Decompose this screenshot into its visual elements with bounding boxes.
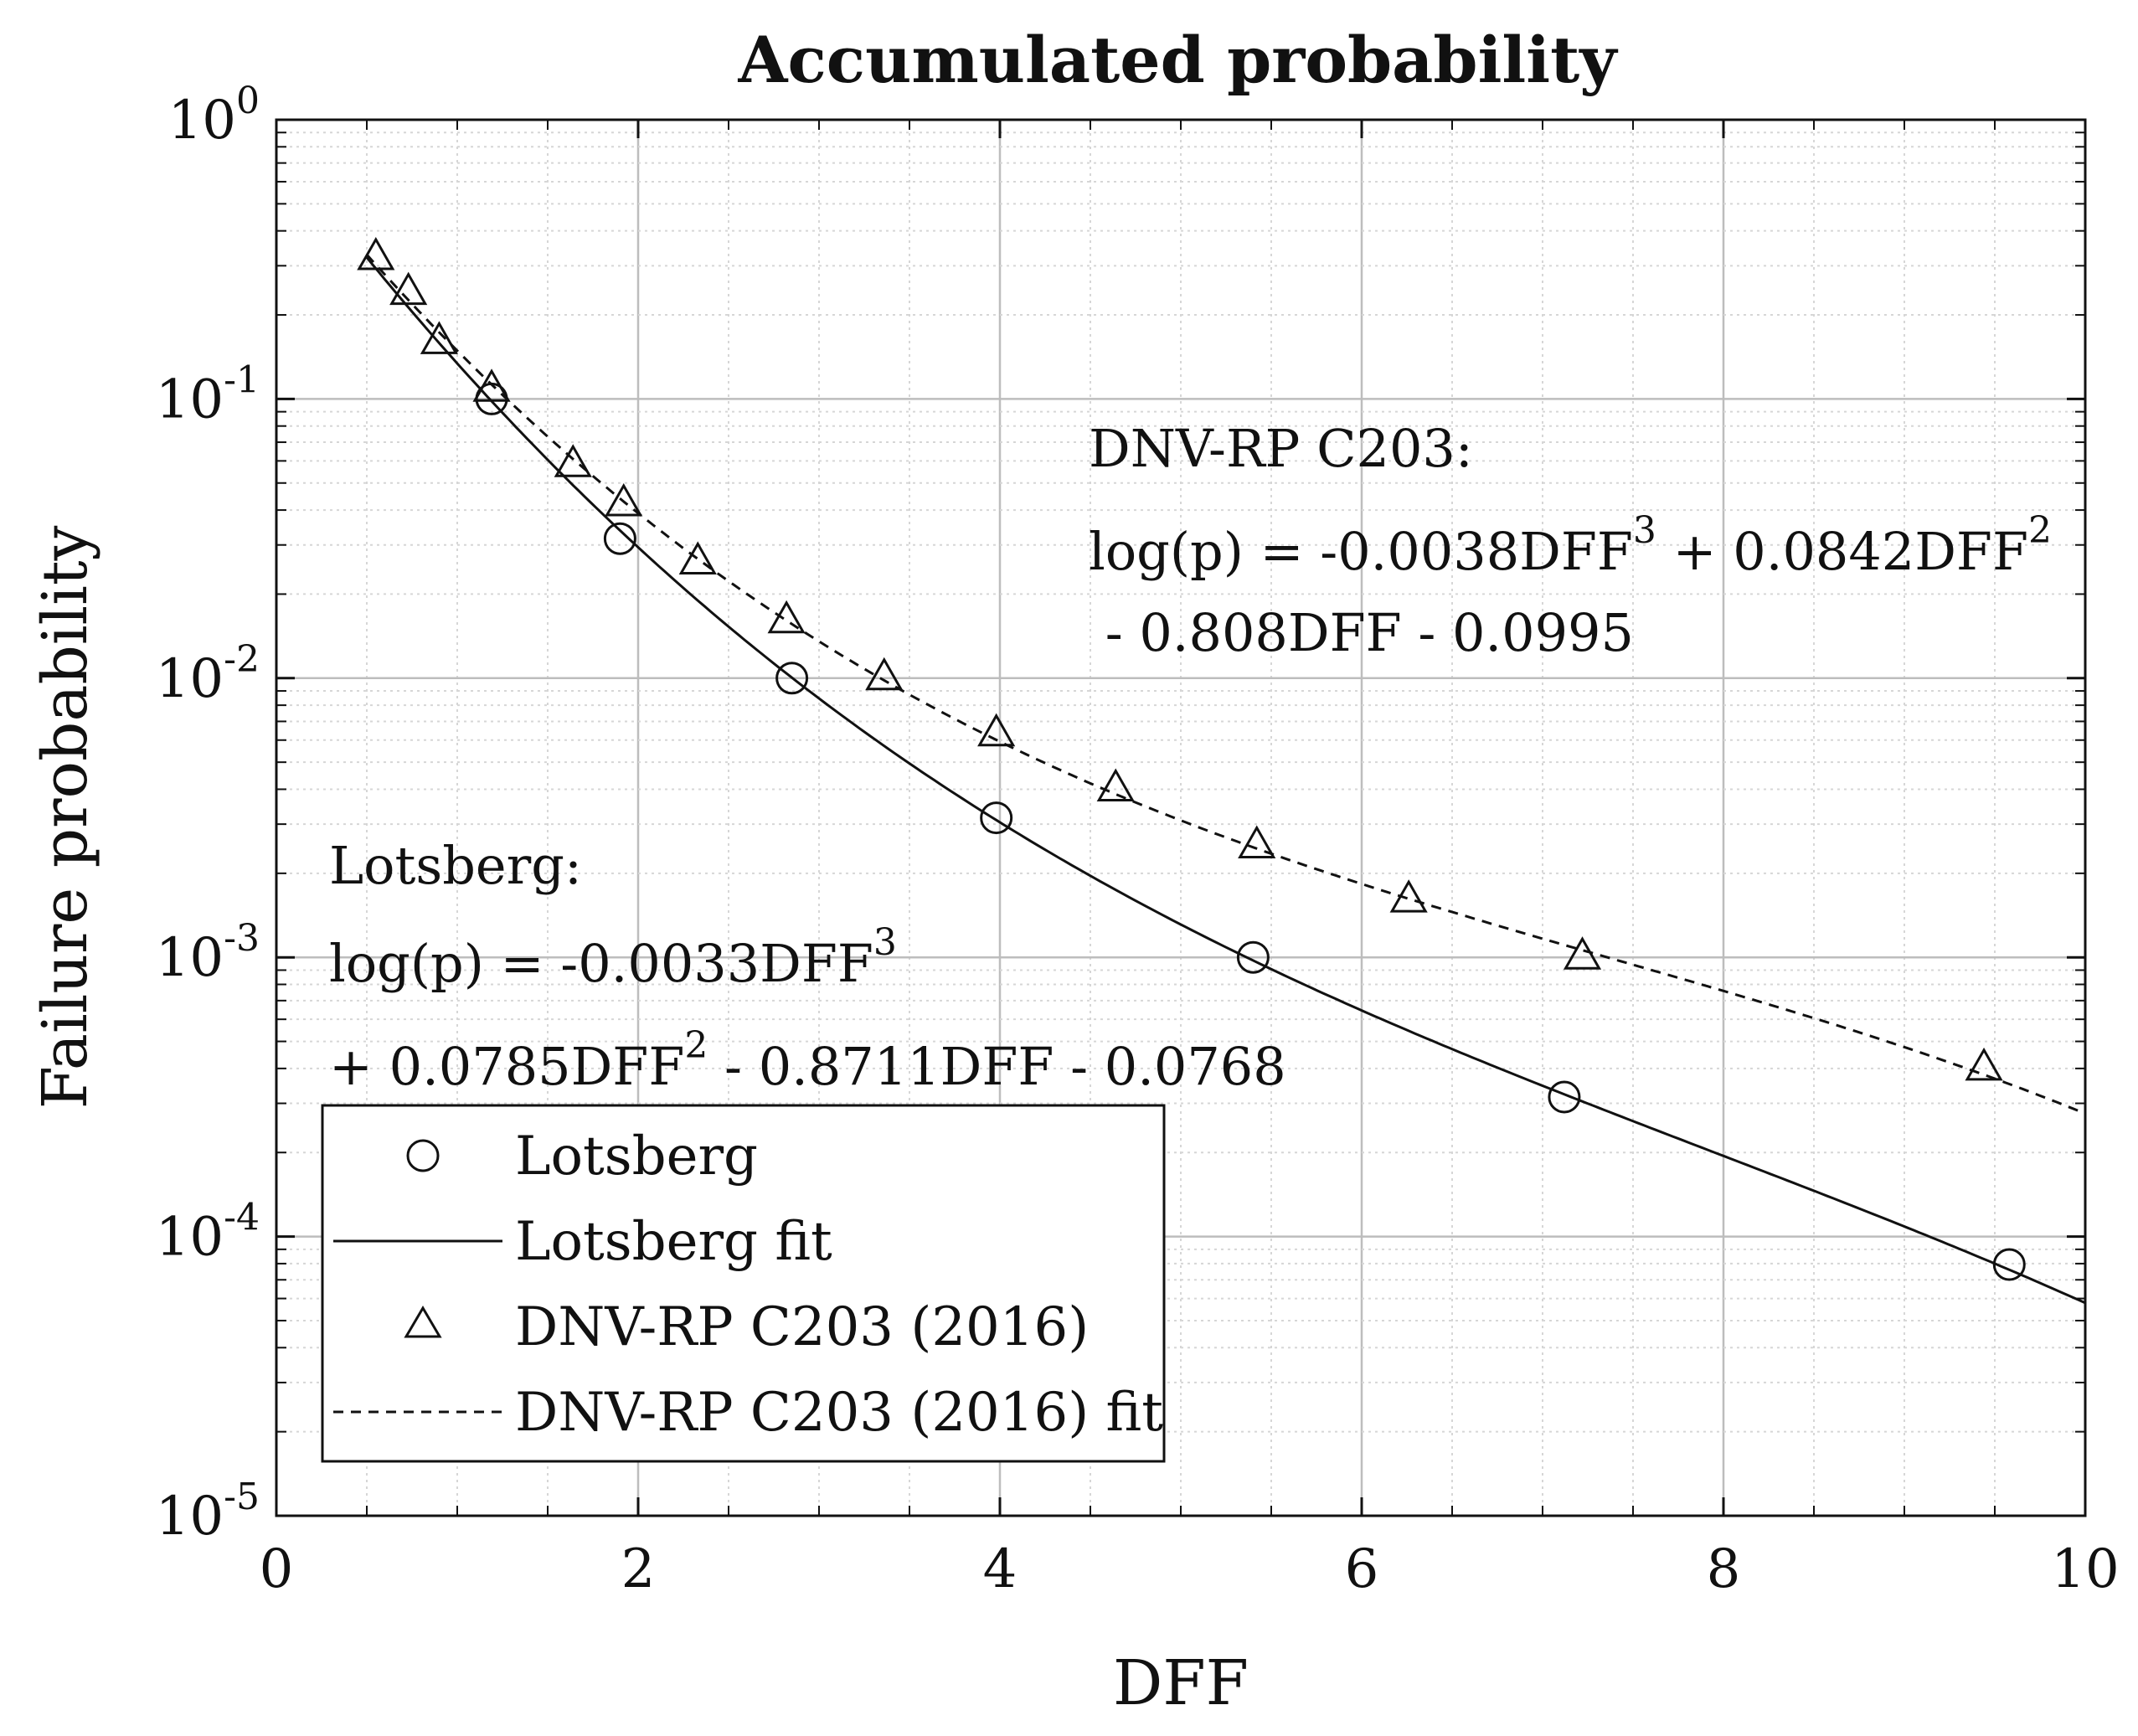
x-tick-label: 0	[260, 1538, 294, 1600]
dnv-annotation-equation-line1: log(p) = -0.0038DFF3 + 0.0842DFF2	[1089, 509, 2052, 582]
dnv-annotation-heading: DNV-RP C203:	[1089, 418, 1473, 479]
dnv-eq-part1: log(p) = -0.0038DFF	[1089, 521, 1633, 582]
series-line-3	[365, 254, 2086, 1115]
lotsberg-eq-part2: + 0.0785DFF	[329, 1036, 684, 1097]
triangle-marker	[865, 657, 904, 691]
circle-marker	[1236, 940, 1270, 974]
series-line-1	[365, 256, 2086, 1305]
dnv-eq-exp2: 2	[2028, 509, 2052, 552]
plot-frame	[275, 118, 2087, 1517]
lotsberg-eq-part1: log(p) = -0.0033DFF	[329, 933, 873, 994]
dnv-eq-part2: + 0.0842DFF	[1656, 521, 2028, 582]
y-tick-label: 10-5	[156, 1476, 260, 1548]
legend-swatch-dnv	[404, 1306, 442, 1338]
circle-marker	[603, 522, 636, 555]
y-tick-label: 100	[168, 80, 260, 152]
legend: Lotsberg Lotsberg fit DNV-RP C203 (2016)…	[321, 1104, 1166, 1463]
triangle-marker	[420, 321, 458, 354]
x-tick-labels: 0 2 4 6 8 10	[260, 1538, 2120, 1600]
y-tick-label: 10-2	[156, 638, 260, 710]
lotsberg-eq-exp3: 3	[873, 921, 897, 964]
dnv-annotation-equation-line2: - 0.808DFF - 0.0995	[1089, 602, 1634, 663]
legend-label-lotsberg: Lotsberg	[515, 1126, 758, 1187]
x-tick-label: 10	[2051, 1538, 2119, 1600]
lotsberg-annotation-heading: Lotsberg:	[329, 835, 582, 896]
y-tick-label: 10-3	[156, 917, 260, 989]
triangle-marker	[1238, 825, 1276, 859]
lotsberg-annotation-equation-line1: log(p) = -0.0033DFF3	[329, 921, 897, 994]
lotsberg-eq-part3: - 0.8711DFF - 0.0768	[708, 1036, 1285, 1097]
circle-marker	[980, 801, 1013, 835]
triangle-marker	[977, 713, 1016, 747]
lotsberg-annotation-equation-line2: + 0.0785DFF2 - 0.8711DFF - 0.0768	[329, 1024, 1286, 1097]
y-tick-label: 10-1	[156, 358, 260, 430]
y-tick-labels: 100 10-1 10-2 10-3 10-4 10-5	[156, 80, 260, 1548]
dnv-annotation: DNV-RP C203: log(p) = -0.0038DFF3 + 0.08…	[1089, 418, 2052, 663]
triangle-marker	[767, 600, 806, 634]
triangle-marker	[389, 271, 428, 306]
triangle-marker	[554, 444, 592, 477]
legend-label-dnv-fit: DNV-RP C203 (2016) fit	[515, 1382, 1163, 1444]
triangle-marker	[1096, 768, 1135, 801]
x-tick-label: 8	[1707, 1538, 1741, 1600]
circle-marker	[775, 662, 809, 695]
lotsberg-annotation: Lotsberg: log(p) = -0.0033DFF3 + 0.0785D…	[329, 835, 1286, 1097]
dnv-eq-exp3: 3	[1633, 509, 1656, 552]
axis-ticks	[275, 120, 2087, 1517]
circle-marker	[1548, 1080, 1581, 1114]
triangle-marker	[678, 541, 717, 574]
legend-swatch-lotsberg	[406, 1139, 440, 1172]
x-axis-label: DFF	[1113, 1647, 1249, 1719]
legend-label-lotsberg-fit: Lotsberg fit	[515, 1211, 832, 1273]
x-tick-label: 6	[1345, 1538, 1379, 1600]
lotsberg-eq-exp2: 2	[684, 1024, 708, 1067]
triangle-marker	[605, 482, 643, 517]
legend-box	[321, 1104, 1166, 1463]
triangle-marker	[472, 368, 511, 402]
triangle-marker	[1965, 1047, 2003, 1081]
y-tick-label: 10-4	[156, 1197, 260, 1269]
y-axis-label: Failure probability	[29, 525, 101, 1109]
legend-label-dnv: DNV-RP C203 (2016)	[515, 1296, 1089, 1358]
chart-title: Accumulated probability	[738, 23, 1619, 97]
series-layer	[357, 236, 2086, 1305]
x-tick-label: 4	[983, 1538, 1017, 1600]
x-tick-label: 2	[621, 1538, 656, 1600]
